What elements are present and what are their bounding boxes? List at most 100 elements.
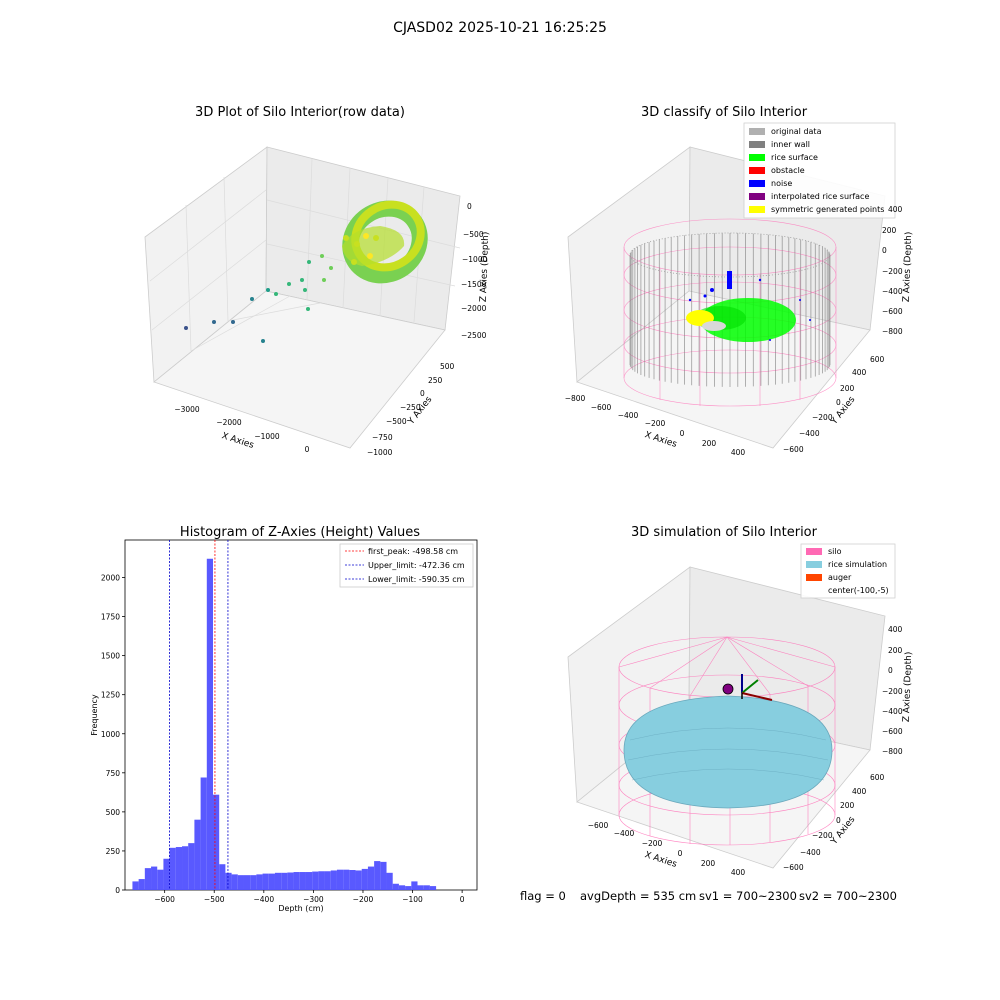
panel4-title: 3D simulation of Silo Interior <box>631 525 818 540</box>
hist-bar <box>206 558 213 890</box>
p2-xtick-2: −400 <box>618 411 639 420</box>
p1-ytick-3: −250 <box>400 403 421 412</box>
p4-ztick-1: 200 <box>888 646 903 655</box>
legend-interpolated: interpolated rice surface <box>771 192 869 201</box>
panel2-rice-surface <box>686 298 796 342</box>
hist-bar <box>355 870 362 890</box>
hist-bar <box>398 885 406 890</box>
hist-bar <box>132 881 139 890</box>
legend-symmetric: symmetric generated points <box>771 205 884 214</box>
legend4-auger: auger <box>828 573 852 582</box>
panel-histogram: Histogram of Z-Axies (Height) Values −60… <box>90 525 478 913</box>
hist-bar <box>324 871 331 890</box>
panel2-ticks: −800 −600 −400 −200 0 200 400 −600 −400 … <box>565 205 903 457</box>
panel-simulation-3d: 3D simulation of Silo Interior <box>567 525 914 877</box>
p4-ytick-6: 600 <box>870 773 885 782</box>
hist-xtick-label: −400 <box>254 895 275 904</box>
p1-ytick-6: 500 <box>440 362 455 371</box>
hist-x-ticks: −600 −500 −400 −300 −200 −100 0 <box>154 890 465 904</box>
p1-xtick-1: −2000 <box>216 418 242 427</box>
p2-ytick-4: 200 <box>840 384 855 393</box>
hist-xtick-label: 0 <box>460 895 465 904</box>
p2-ztick-0: 400 <box>888 205 903 214</box>
p4-ztick-3: −200 <box>882 687 903 696</box>
hist-bar <box>231 874 238 890</box>
hist-bar <box>163 858 170 890</box>
figure-suptitle: CJASD02 2025-10-21 16:25:25 <box>393 20 607 36</box>
p4-ytick-0: −600 <box>783 863 804 872</box>
p2-xtick-1: −600 <box>591 403 612 412</box>
p1-ztick-2: −1000 <box>462 255 488 264</box>
p2-ytick-6: 600 <box>870 355 885 364</box>
legend-rice-surface: rice surface <box>771 153 818 162</box>
p1-ytick-4: 0 <box>420 389 425 398</box>
hist-bar <box>429 886 437 890</box>
hist-bar <box>423 885 430 890</box>
hist-bar <box>293 872 300 890</box>
p2-ytick-3: 0 <box>836 398 841 407</box>
panel2-noise <box>688 271 811 341</box>
hist-bar <box>349 870 356 890</box>
footer-sv2: sv2 = 700~2300 <box>799 889 897 903</box>
hist-bar <box>237 875 244 890</box>
p1-zlabel: Z Axies (Depth) <box>479 232 491 303</box>
hist-bar <box>392 883 399 890</box>
p1-ytick-5: 250 <box>428 376 443 385</box>
legend-swatch-obstacle <box>749 167 765 174</box>
hist-xtick-label: −100 <box>402 895 423 904</box>
p2-zlabel: Z Axies (Depth) <box>902 232 914 303</box>
hist-bar <box>318 871 325 890</box>
legend4-rice-simulation: rice simulation <box>828 560 887 569</box>
legend4-swatch-rice <box>806 561 822 568</box>
hist-bar <box>281 872 288 890</box>
hist-bar <box>225 872 232 890</box>
legend4-swatch-silo <box>806 548 822 555</box>
p2-ztick-1: 200 <box>882 226 897 235</box>
p4-ztick-4: −400 <box>882 707 903 716</box>
hist-legend: first_peak: -498.58 cm Upper_limit: -472… <box>339 543 474 588</box>
p1-ytick-1: −750 <box>372 433 393 442</box>
p1-ztick-1: −500 <box>463 230 484 239</box>
panel1-points <box>184 200 428 343</box>
legend-inner-wall: inner wall <box>771 140 810 149</box>
hist-bar <box>380 861 387 890</box>
hist-y-ticks: 0 250 500 750 1000 1250 1500 1750 2000 <box>101 574 125 895</box>
legend-swatch-interp <box>749 193 765 200</box>
p2-ytick-5: 400 <box>852 368 867 377</box>
footer-flag: flag = 0 <box>520 889 566 903</box>
hist-bar <box>274 872 282 890</box>
hist-bar <box>182 846 189 890</box>
hist-bar <box>243 875 251 890</box>
p1-ytick-2: −500 <box>386 417 407 426</box>
p1-xtick-0: −3000 <box>174 405 200 414</box>
hist-bar <box>287 872 294 890</box>
p2-ytick-0: −600 <box>783 445 804 454</box>
p4-ztick-5: −600 <box>882 727 903 736</box>
p2-xtick-6: 400 <box>731 448 746 457</box>
hist-bar <box>262 873 269 890</box>
p2-xtick-5: 200 <box>702 439 717 448</box>
hist-bar <box>213 794 220 890</box>
hist-ytick-label: 250 <box>106 847 121 856</box>
hist-xtick-label: −300 <box>303 895 324 904</box>
panel1-ticks: −3000 −2000 −1000 0 −1000 −750 −500 −250… <box>174 202 487 457</box>
p4-ytick-4: 200 <box>840 801 855 810</box>
p4-xtick-0: −600 <box>588 821 609 830</box>
p4-ztick-0: 400 <box>888 625 903 634</box>
p4-xtick-4: 200 <box>701 859 716 868</box>
hist-ytick-label: 1500 <box>101 652 120 661</box>
hist-bar <box>188 843 195 890</box>
hist-bar <box>305 872 313 890</box>
hist-ytick-label: 500 <box>106 808 121 817</box>
p4-xtick-3: 0 <box>678 849 683 858</box>
p1-ztick-0: 0 <box>467 202 472 211</box>
p2-xtick-3: −200 <box>645 419 666 428</box>
hist-bar <box>194 819 201 890</box>
legend-swatch-original <box>749 128 765 135</box>
hist-bar <box>256 874 263 890</box>
hist-bar <box>411 881 418 890</box>
hist-ytick-label: 0 <box>115 886 120 895</box>
hist-ytick-label: 1750 <box>101 613 120 622</box>
p2-ztick-2: 0 <box>882 246 887 255</box>
